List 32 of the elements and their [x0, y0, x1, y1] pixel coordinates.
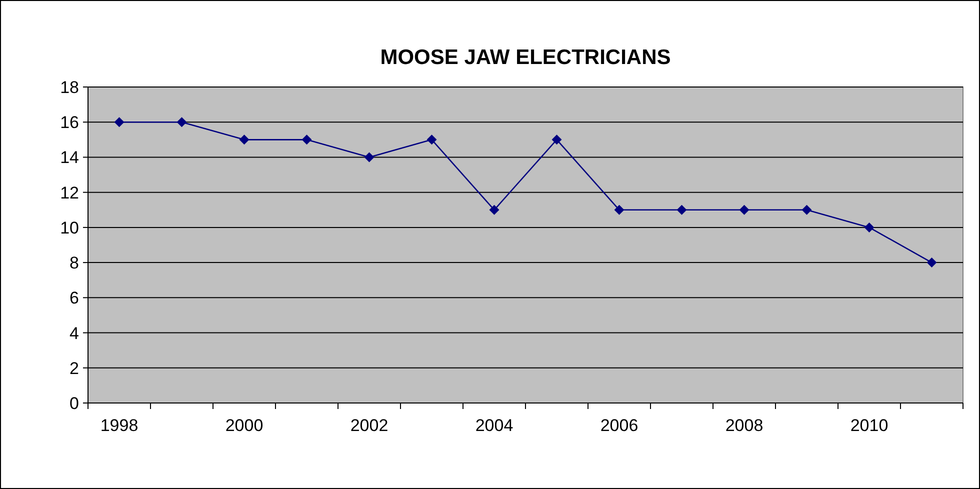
y-tick-label: 4: [70, 324, 79, 343]
x-tick-label: 2000: [225, 416, 264, 435]
y-tick-label: 0: [70, 394, 79, 413]
x-tick-label: 2010: [850, 416, 888, 435]
point: [489, 204, 500, 215]
x-tick-label: 2006: [600, 416, 638, 435]
point: [114, 117, 124, 128]
point: [239, 134, 250, 145]
y-tick-label: 8: [70, 254, 79, 273]
y-tick-label: 18: [60, 78, 79, 97]
y-tick-label: 2: [70, 358, 79, 378]
point: [739, 204, 750, 215]
point: [364, 152, 374, 162]
y-tick-label: 14: [60, 148, 79, 168]
point: [176, 117, 187, 128]
chart-title: MOOSE JAW ELECTRICIANS: [380, 46, 671, 69]
point: [926, 258, 937, 268]
x-tick-label: 1998: [100, 416, 138, 435]
y-tick-label: 10: [60, 218, 79, 238]
point: [614, 204, 624, 215]
y-tick-label: 6: [70, 288, 79, 308]
point: [802, 204, 812, 215]
x-tick-label: 2004: [475, 416, 514, 435]
point: [552, 134, 562, 145]
y-tick-label: 16: [60, 113, 79, 132]
point: [676, 204, 687, 215]
x-tick-label: 2008: [725, 416, 764, 435]
y-tick-label: 12: [60, 183, 79, 202]
point: [302, 134, 312, 145]
point: [864, 222, 874, 232]
x-tick-label: 2002: [350, 416, 388, 435]
point: [426, 134, 437, 145]
